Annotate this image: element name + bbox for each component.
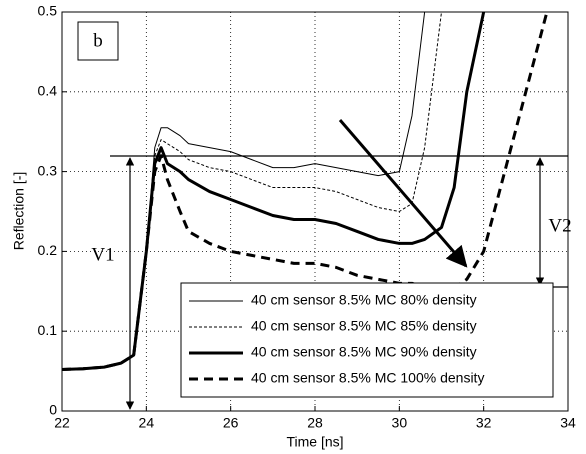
y-tick-label: 0.1 [38,322,58,338]
x-axis-label: Time [ns] [286,434,343,450]
annotation: V1 [91,244,114,265]
x-tick-label: 24 [139,415,155,431]
x-tick-label: 28 [307,415,323,431]
x-tick-label: 22 [54,415,70,431]
series-line [62,12,549,372]
y-tick-label: 0.3 [38,162,58,178]
y-tick-label: 0.2 [38,242,58,258]
legend: 40 cm sensor 8.5% MC 80% density 40 cm se… [180,282,554,398]
x-tick-label: 30 [392,415,408,431]
x-tick-label: 32 [476,415,492,431]
x-tick-label: 34 [560,415,576,431]
panel-label-box [77,21,119,61]
x-tick-label: 26 [223,415,239,431]
trend-arrow [338,119,468,268]
y-axis-label: Reflection [-] [11,172,27,251]
y-tick-label: 0.5 [38,3,58,19]
legend-label: 40 cm sensor 8.5% MC 80% density [251,292,477,308]
legend-label: 40 cm sensor 8.5% MC 90% density [251,344,477,360]
annotation: V2 [548,215,571,236]
panel-label: b [93,30,103,51]
y-tick-label: 0 [49,402,57,418]
legend-label: 40 cm sensor 8.5% MC 85% density [251,318,477,334]
y-tick-label: 0.4 [38,83,58,99]
legend-label: 40 cm sensor 8.5% MC 100% density [251,370,484,386]
